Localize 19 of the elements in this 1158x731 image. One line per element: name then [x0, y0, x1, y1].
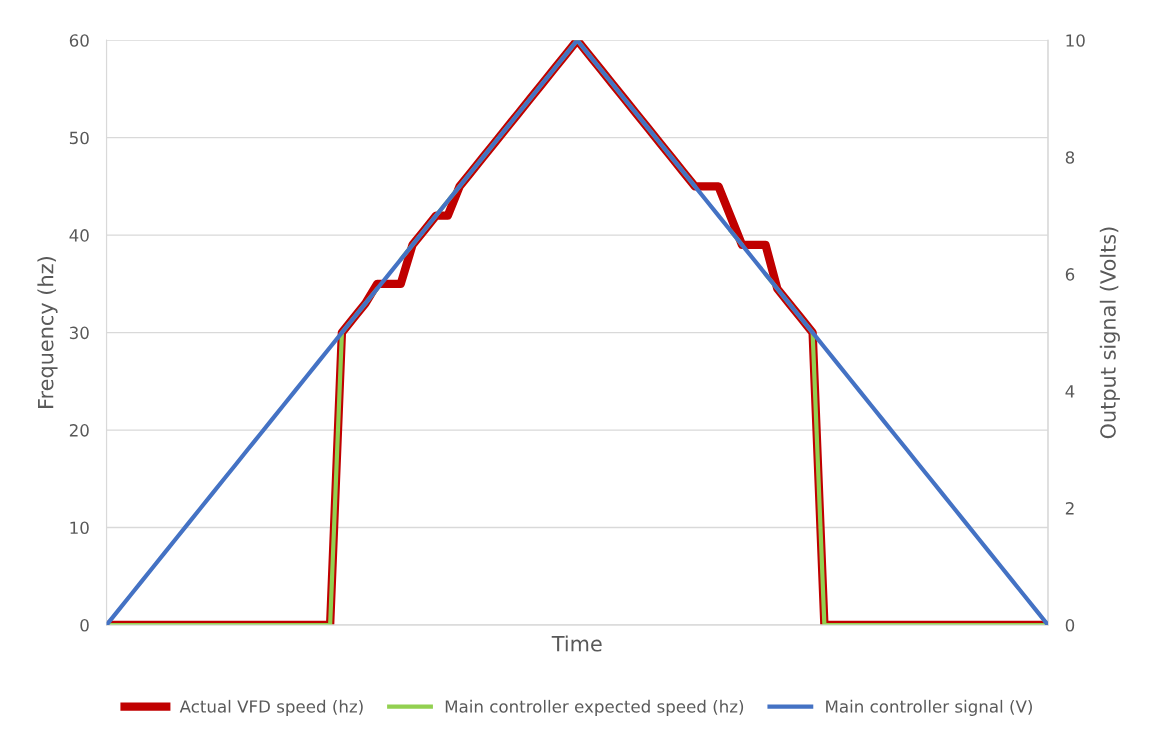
y2-tick-label: 2 [1065, 502, 1074, 515]
y-tick-label: 60 [69, 34, 89, 47]
y-axis-title: Frequency (hz) [37, 257, 58, 408]
y2-tick-label: 10 [1066, 34, 1085, 47]
legend-label: Main controller signal (V) [826, 699, 1032, 716]
y-tick-label: 20 [69, 424, 89, 437]
y-tick-label: 50 [69, 131, 89, 145]
y2-tick-label: 8 [1065, 151, 1075, 164]
y2-axis-title: Output signal (Volts) [1099, 227, 1120, 439]
y-tick-label: 40 [69, 229, 89, 242]
x-axis-title: Time [551, 635, 602, 652]
y2-tick-label: 0 [1065, 618, 1075, 632]
legend-label: Main controller expected speed (hz) [445, 699, 744, 716]
y2-tick-label: 6 [1065, 268, 1075, 281]
y-tick-label: 30 [69, 326, 89, 340]
y2-tick-label: 4 [1065, 385, 1075, 398]
y-tick-label: 10 [70, 521, 89, 535]
legend-label: Actual VFD speed (hz) [179, 699, 363, 716]
y-tick-label: 0 [80, 618, 89, 632]
